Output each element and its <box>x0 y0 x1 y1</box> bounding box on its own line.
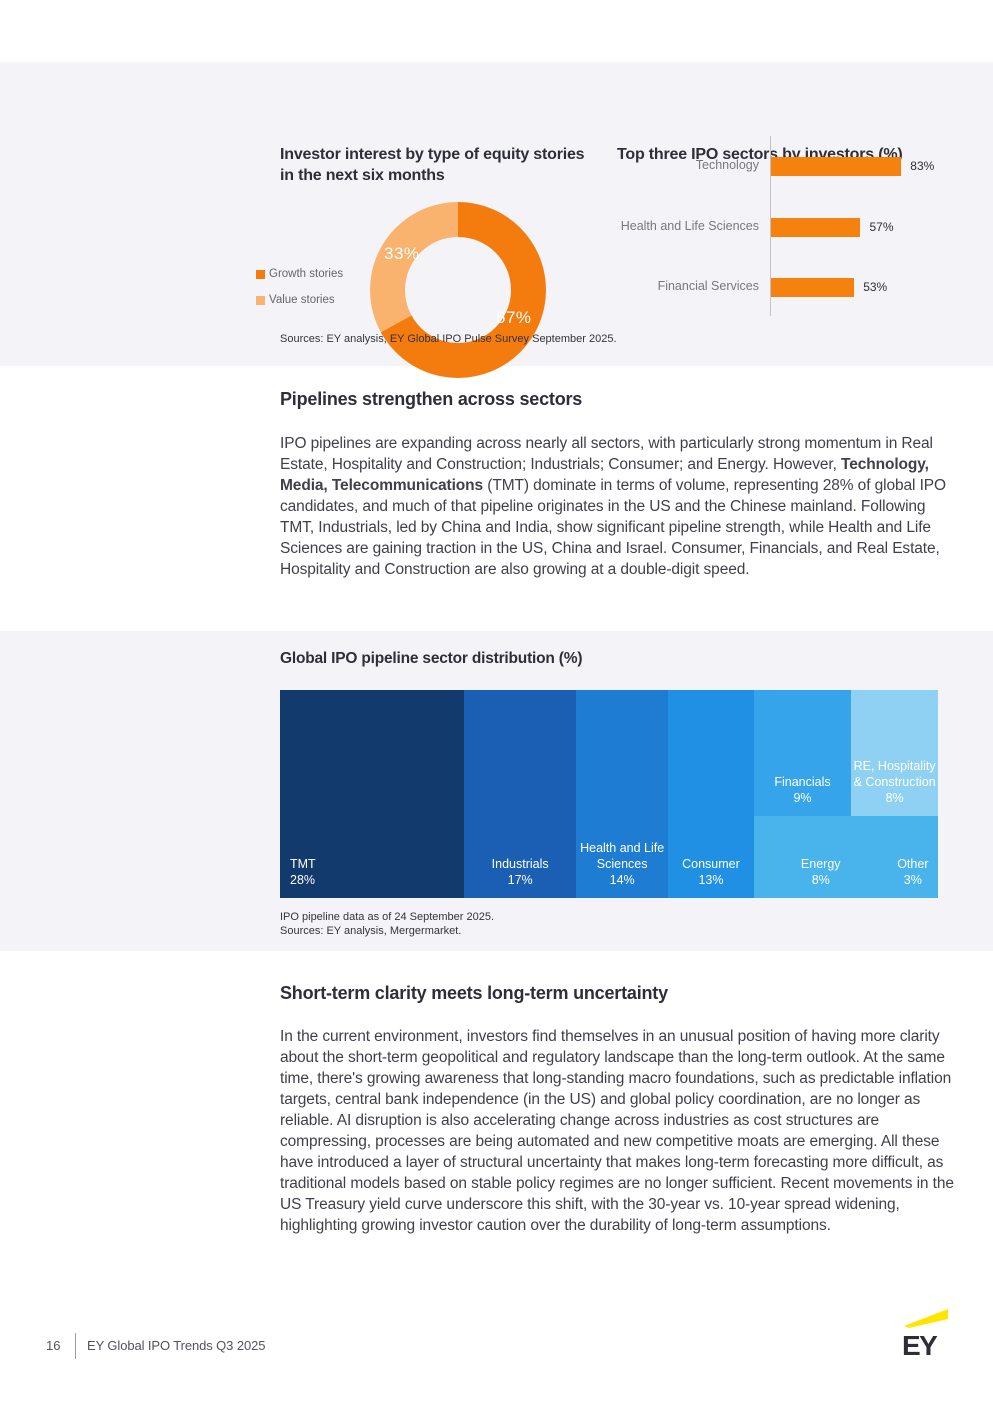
pipelines-heading: Pipelines strengthen across sectors <box>280 389 583 409</box>
legend-label-growth: Growth stories <box>269 268 344 280</box>
legend-label-value: Value stories <box>269 294 335 306</box>
ey-logo-graphic: EY <box>902 1309 948 1361</box>
pipelines-paragraph-part1: IPO pipelines are expanding across nearl… <box>280 435 933 473</box>
treemap-cell-health-life-sciences: Health and Life Sciences 14% <box>576 690 669 898</box>
treemap-title: Global IPO pipeline sector distribution … <box>280 650 583 667</box>
treemap-right-block: Financials 9% RE, Hospitality & Construc… <box>753 690 938 898</box>
treemap-label-energy: Energy 8% <box>754 856 888 888</box>
treemap-label-financials-name: Financials <box>774 775 831 790</box>
treemap-bottom-row: Energy 8% Other 3% <box>753 816 938 898</box>
pipelines-paragraph: IPO pipelines are expanding across nearl… <box>280 433 954 580</box>
bar-health-life-sciences <box>771 217 861 237</box>
ey-logo-letters: EY <box>902 1330 938 1358</box>
treemap-label-consumer-value: 13% <box>698 873 724 887</box>
bar-row-technology: 83% <box>771 156 934 176</box>
legend-row-growth: Growth stories <box>256 265 343 283</box>
investor-charts-panel: Investor interest by type of equity stor… <box>0 62 993 378</box>
treemap-label-industrials: Industrials 17% <box>464 856 576 888</box>
bar-label-health-life-sciences: Health and Life Sciences <box>620 219 759 233</box>
treemap-cell-tmt: TMT 28% <box>280 690 465 898</box>
growth-stories-swatch <box>256 269 265 279</box>
treemap-top-row: Financials 9% RE, Hospitality & Construc… <box>753 690 938 817</box>
treemap-label-tmt: TMT 28% <box>280 856 464 888</box>
treemap-note-sources: Sources: EY analysis, Mergermarket. <box>280 925 462 937</box>
pipelines-paragraph-tmt-bold: Technology, Media, Telecommunications <box>280 456 929 494</box>
treemap-cell-consumer: Consumer 13% <box>668 690 754 898</box>
treemap-label-other-value: 3% <box>903 873 922 887</box>
bar-label-financial-services: Financial Services <box>657 279 759 293</box>
donut-value-stories-value-label: 33% <box>384 244 420 263</box>
donut-growth-value-label: 67% <box>496 308 532 327</box>
treemap-label-hls-name: Health and Life Sciences <box>580 841 665 871</box>
value-stories-swatch <box>256 295 265 305</box>
treemap-label-tmt-value: 28% <box>290 873 316 887</box>
treemap-label-industrials-name: Industrials <box>491 857 549 871</box>
treemap-label-industrials-value: 17% <box>507 873 533 887</box>
treemap-label-consumer: Consumer 13% <box>668 856 754 888</box>
charts-source-note: Sources: EY analysis, EY Global IPO Puls… <box>280 333 617 345</box>
uncertainty-heading: Short-term clarity meets long-term uncer… <box>280 983 668 1003</box>
bar-row-financial-services: 53% <box>771 277 887 297</box>
donut-chart: 67% 33% <box>370 202 546 378</box>
ey-logo: EY <box>902 1308 950 1361</box>
treemap-label-hls-value: 14% <box>609 873 635 887</box>
treemap-label-re-hospitality-construction: RE, Hospitality & Construction 8% <box>851 758 938 806</box>
treemap-label-financials: Financials 9% <box>754 774 852 806</box>
ey-logo-beam <box>904 1309 948 1328</box>
footer-divider <box>75 1333 76 1359</box>
treemap-label-health-life-sciences: Health and Life Sciences 14% <box>576 840 668 888</box>
bar-row-health-life-sciences: 57% <box>771 217 894 237</box>
bar-financial-services <box>771 277 855 297</box>
bar-chart-axis-line <box>770 136 771 316</box>
donut-hole <box>405 237 511 343</box>
treemap-label-re-value: 8% <box>885 791 904 806</box>
bar-value-financial-services: 53% <box>863 280 888 294</box>
treemap-label-consumer-name: Consumer <box>682 857 740 871</box>
footer-doc-title: EY Global IPO Trends Q3 2025 <box>87 1338 266 1353</box>
treemap-note-date: IPO pipeline data as of 24 September 202… <box>280 911 495 923</box>
donut-legend: Growth stories Value stories <box>256 265 343 317</box>
treemap-cell-financials: Financials 9% <box>753 690 852 817</box>
bar-label-technology: Technology <box>695 158 759 172</box>
treemap-cell-energy: Energy 8% <box>753 816 888 898</box>
bar-technology <box>771 156 902 176</box>
treemap-label-energy-name: Energy <box>800 857 841 871</box>
treemap-label-financials-value: 9% <box>793 791 812 806</box>
treemap-label-re-name: RE, Hospitality & Construction <box>853 759 936 790</box>
treemap-label-other-name: Other <box>897 857 929 871</box>
treemap-label-energy-value: 8% <box>811 873 830 887</box>
pipelines-paragraph-part2: (TMT) dominate in terms of volume, repre… <box>280 477 946 578</box>
treemap-cell-re-hospitality-construction: RE, Hospitality & Construction 8% <box>851 690 938 817</box>
treemap-chart: TMT 28% Industrials 17% Health and Life … <box>280 690 938 898</box>
bar-value-health-life-sciences: 57% <box>869 220 894 234</box>
legend-row-value: Value stories <box>256 291 343 309</box>
treemap-cell-industrials: Industrials 17% <box>464 690 577 898</box>
uncertainty-paragraph: In the current environment, investors fi… <box>280 1028 954 1234</box>
treemap-cell-other: Other 3% <box>887 816 938 898</box>
footer-page-number: 16 <box>46 1338 61 1353</box>
treemap-label-tmt-name: TMT <box>290 857 316 871</box>
treemap-label-other: Other 3% <box>888 856 938 888</box>
bar-value-technology: 83% <box>910 159 935 173</box>
donut-chart-title: Investor interest by type of equity stor… <box>280 146 585 184</box>
